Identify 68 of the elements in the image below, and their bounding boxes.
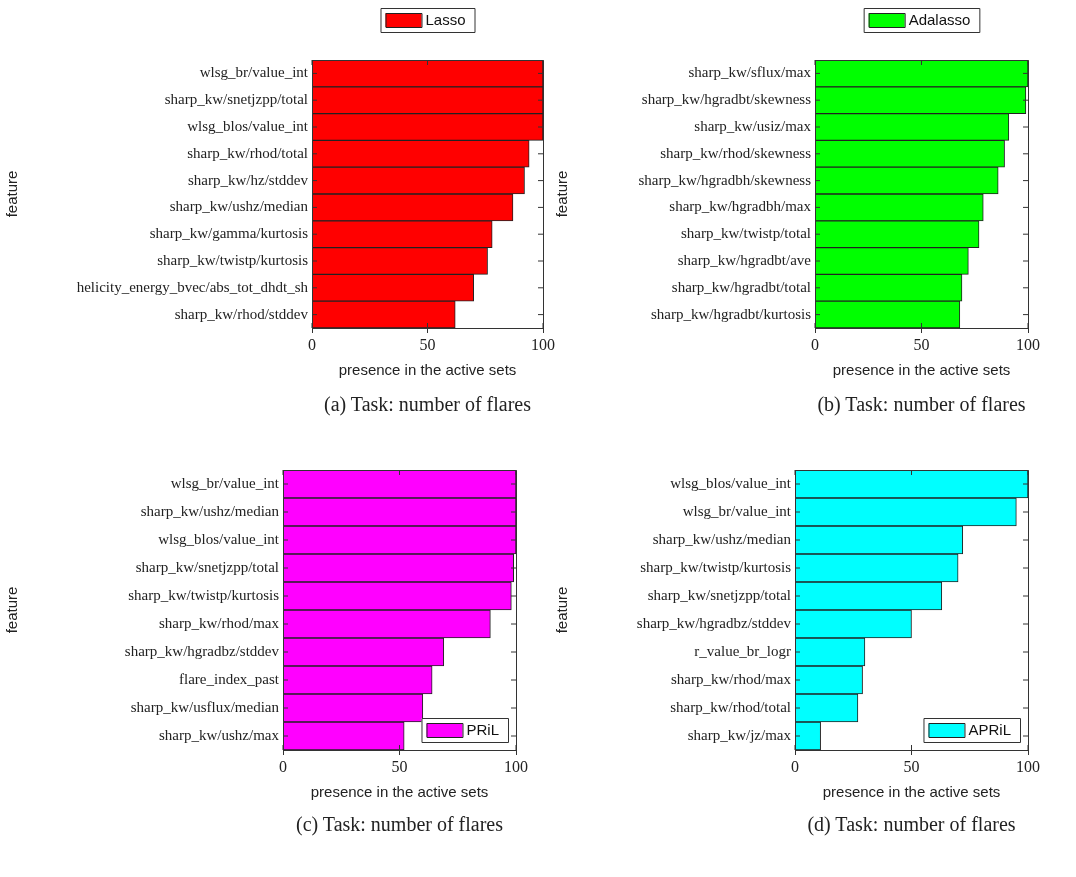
legend-label: Lasso xyxy=(425,11,466,29)
y-tick-label: sharp_kw/gamma/kurtosis xyxy=(149,225,309,242)
y-tick-label: sharp_kw/twistp/kurtosis xyxy=(157,251,309,268)
y-tick-label: sharp_kw/twistp/total xyxy=(681,225,811,242)
y-axis-title: feature xyxy=(3,586,21,634)
text: (b) Task: number of flares xyxy=(817,393,1026,416)
y-tick-label: sharp_kw/hgradbh/skewness xyxy=(638,171,812,188)
y-tick-label: sharp_kw/ushz/max xyxy=(159,726,280,743)
y-tick-label: sharp_kw/sflux/max xyxy=(688,64,812,81)
y-tick-label: sharp_kw/usflux/median xyxy=(130,698,280,715)
y-tick-label: sharp_kw/rhod/skewness xyxy=(660,144,812,161)
y-tick-label: sharp_kw/twistp/kurtosis xyxy=(640,558,792,575)
y-tick-label: sharp_kw/snetjzpp/total xyxy=(647,586,791,603)
y-tick-label: sharp_kw/snetjzpp/total xyxy=(135,558,279,575)
x-tick-label: 50 xyxy=(903,757,920,775)
y-tick-label: sharp_kw/snetjzpp/total xyxy=(164,91,308,108)
x-tick-label: 50 xyxy=(913,335,930,353)
x-tick-label: 0 xyxy=(791,757,799,775)
y-tick-label: wlsg_blos/value_int xyxy=(670,474,792,491)
x-tick-label: 50 xyxy=(419,335,436,353)
y-tick-label: helicity_energy_bvec/abs_tot_dhdt_sh xyxy=(76,278,309,295)
y-tick-label: sharp_kw/rhod/max xyxy=(159,614,280,631)
y-tick-label: sharp_kw/hgradbz/stddev xyxy=(636,614,792,631)
legend-label: Adalasso xyxy=(908,11,971,29)
text: (c) Task: number of flares xyxy=(295,813,504,836)
y-tick-label: sharp_kw/hgradbh/max xyxy=(669,198,812,215)
y-tick-label: sharp_kw/hgradbz/stddev xyxy=(124,642,280,659)
y-axis-title: feature xyxy=(3,170,21,218)
x-axis-title: presence in the active sets xyxy=(310,783,489,801)
y-tick-label: wlsg_br/value_int xyxy=(682,502,792,519)
y-tick-label: r_value_br_logr xyxy=(694,642,791,659)
x-tick-label: 0 xyxy=(811,335,819,353)
y-axis-title: feature xyxy=(553,170,571,218)
x-tick-label: 100 xyxy=(1016,757,1040,775)
y-tick-label: flare_index_past xyxy=(179,670,280,687)
y-tick-label: sharp_kw/rhod/total xyxy=(670,698,791,715)
x-tick-label: 0 xyxy=(279,757,287,775)
y-tick-label: sharp_kw/ushz/median xyxy=(652,530,792,547)
x-tick-label: 0 xyxy=(308,335,316,353)
x-tick-label: 100 xyxy=(504,757,528,775)
y-tick-label: sharp_kw/usiz/max xyxy=(694,117,812,134)
y-tick-label: sharp_kw/rhod/max xyxy=(671,670,792,687)
y-tick-label: sharp_kw/hgradbt/total xyxy=(671,278,811,295)
x-axis-title: presence in the active sets xyxy=(338,361,517,379)
x-tick-label: 50 xyxy=(391,757,408,775)
y-tick-label: sharp_kw/hgradbt/ave xyxy=(677,251,812,268)
y-tick-label: wlsg_br/value_int xyxy=(199,64,309,81)
y-tick-label: sharp_kw/jz/max xyxy=(687,726,792,743)
legend-label: PRiL xyxy=(466,721,499,739)
y-tick-label: sharp_kw/twistp/kurtosis xyxy=(128,586,280,603)
y-tick-label: sharp_kw/rhod/total xyxy=(187,144,308,161)
text: (a) Task: number of flares xyxy=(323,393,532,416)
x-axis-title: presence in the active sets xyxy=(822,783,1001,801)
y-tick-label: sharp_kw/hgradbt/kurtosis xyxy=(651,305,812,322)
y-tick-label: sharp_kw/hgradbt/skewness xyxy=(641,91,812,108)
x-axis-title: presence in the active sets xyxy=(832,361,1011,379)
y-tick-label: wlsg_br/value_int xyxy=(170,474,280,491)
y-tick-label: sharp_kw/hz/stddev xyxy=(188,171,309,188)
y-axis-title: feature xyxy=(553,586,571,634)
text: (d) Task: number of flares xyxy=(807,813,1016,836)
y-tick-label: sharp_kw/ushz/median xyxy=(169,198,309,215)
y-tick-label: sharp_kw/rhod/stddev xyxy=(174,305,309,322)
x-tick-label: 100 xyxy=(1016,335,1040,353)
y-tick-label: wlsg_blos/value_int xyxy=(187,117,309,134)
y-tick-label: wlsg_blos/value_int xyxy=(158,530,280,547)
y-tick-label: sharp_kw/ushz/median xyxy=(140,502,280,519)
legend-label: APRiL xyxy=(968,721,1012,739)
x-tick-label: 100 xyxy=(531,335,555,353)
